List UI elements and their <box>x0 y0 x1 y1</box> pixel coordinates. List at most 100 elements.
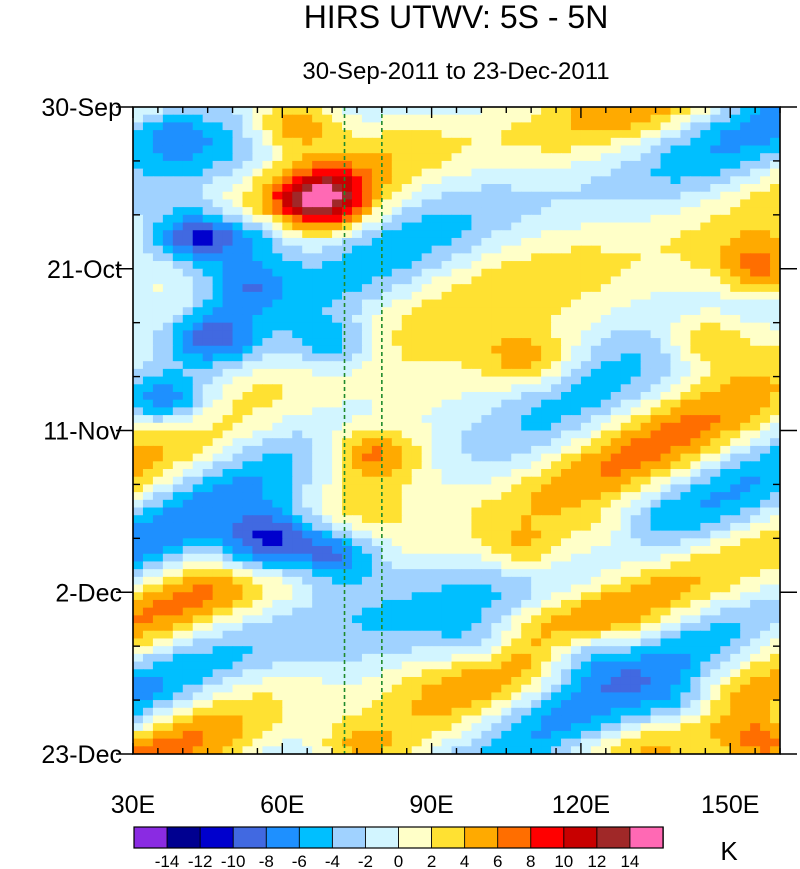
field-cell <box>720 615 731 624</box>
field-cell <box>570 322 582 331</box>
field-cell <box>700 546 711 555</box>
field-cell <box>302 284 313 293</box>
field-cell <box>561 484 572 493</box>
field-cell <box>570 553 582 563</box>
field-cell <box>282 314 293 324</box>
field-cell <box>431 391 443 401</box>
field-cell <box>262 314 273 324</box>
field-cell <box>561 430 572 439</box>
field-cell <box>461 607 473 616</box>
field-cell <box>411 153 423 162</box>
field-cell <box>740 499 751 509</box>
field-cell <box>381 291 393 301</box>
field-cell <box>441 661 453 670</box>
field-cell <box>650 314 662 324</box>
field-cell <box>133 214 144 224</box>
field-cell <box>202 599 214 609</box>
field-cell <box>322 199 333 208</box>
field-cell <box>610 114 622 123</box>
field-cell <box>501 522 512 532</box>
field-cell <box>750 184 761 193</box>
field-cell <box>700 676 711 686</box>
field-cell <box>590 592 602 601</box>
field-cell <box>182 253 194 262</box>
field-cell <box>421 492 433 501</box>
field-cell <box>401 284 413 293</box>
field-cell <box>332 630 343 640</box>
field-cell <box>302 214 313 224</box>
field-cell <box>461 314 473 324</box>
field-cell <box>590 353 602 362</box>
field-cell <box>471 546 482 555</box>
field-cell <box>610 538 622 547</box>
field-cell <box>491 445 502 455</box>
field-cell <box>770 592 780 601</box>
field-cell <box>252 376 263 385</box>
field-cell <box>580 261 592 270</box>
field-cell <box>451 615 463 624</box>
field-cell <box>650 137 662 147</box>
field-cell <box>561 253 572 262</box>
field-cell <box>142 430 154 439</box>
field-cell <box>192 615 204 624</box>
field-cell <box>531 107 542 116</box>
field-cell <box>531 160 542 170</box>
field-cell <box>521 284 532 293</box>
field-cell <box>262 653 273 663</box>
field-cell <box>521 661 532 670</box>
field-cell <box>561 199 572 208</box>
field-cell <box>570 407 582 416</box>
field-cell <box>232 592 244 601</box>
field-cell <box>431 268 443 278</box>
field-cell <box>272 345 283 355</box>
field-cell <box>441 676 453 686</box>
field-cell <box>332 345 343 355</box>
field-cell <box>272 676 283 686</box>
field-cell <box>351 237 363 247</box>
field-cell <box>610 484 622 493</box>
field-cell <box>242 684 254 693</box>
field-cell <box>152 692 164 701</box>
field-cell <box>292 137 303 147</box>
field-cell <box>342 122 353 131</box>
field-cell <box>322 291 333 301</box>
field-cell <box>610 361 622 370</box>
field-cell <box>750 561 761 570</box>
field-cell <box>770 160 780 170</box>
field-cell <box>750 607 761 616</box>
field-cell <box>182 646 194 655</box>
field-cell <box>302 368 313 378</box>
field-cell <box>391 338 403 347</box>
field-cell <box>162 253 174 262</box>
field-cell <box>551 253 562 262</box>
field-cell <box>133 284 144 293</box>
field-cell <box>561 338 572 347</box>
field-cell <box>461 291 473 301</box>
field-cell <box>720 191 731 201</box>
field-cell <box>491 584 502 593</box>
field-cell <box>222 122 234 131</box>
field-cell <box>351 222 363 231</box>
field-cell <box>670 476 682 486</box>
field-cell <box>760 176 771 185</box>
field-cell <box>162 207 174 216</box>
field-cell <box>342 145 353 154</box>
field-cell <box>610 391 622 401</box>
field-cell <box>192 345 204 355</box>
field-cell <box>212 669 224 678</box>
field-cell <box>421 661 433 670</box>
field-cell <box>152 576 164 586</box>
field-cell <box>361 168 373 177</box>
field-cell <box>431 284 443 293</box>
field-cell <box>322 522 333 532</box>
field-cell <box>740 507 751 516</box>
field-cell <box>481 338 492 347</box>
field-cell <box>740 345 751 355</box>
field-cell <box>461 191 473 201</box>
field-cell <box>461 107 473 116</box>
field-cell <box>342 399 353 408</box>
field-cell <box>451 207 463 216</box>
field-cell <box>242 261 254 270</box>
field-cell <box>720 653 731 663</box>
field-cell <box>481 368 492 378</box>
